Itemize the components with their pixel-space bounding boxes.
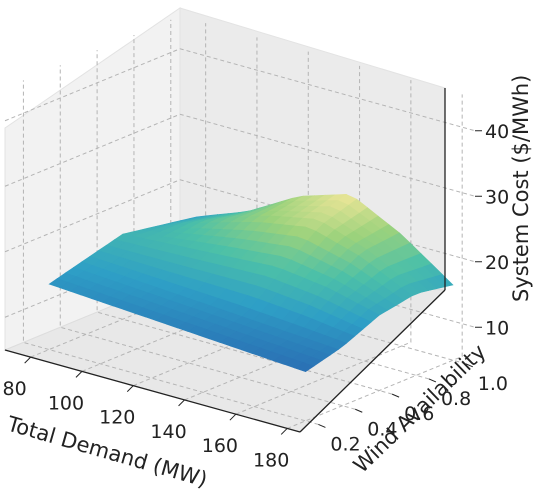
x-tick-mark (229, 413, 237, 421)
gridline-x (235, 80, 412, 415)
x-tick-label: 80 (3, 378, 27, 400)
gridline-z (4, 113, 476, 197)
z-tick-label: 40 (485, 121, 509, 143)
x-tick-mark (280, 428, 288, 435)
y-tick-mark (355, 408, 363, 413)
y-tick-mark (391, 393, 400, 398)
surface-mesh (48, 193, 454, 373)
z-axis-title: System Cost ($/MWh) (509, 75, 533, 302)
x-tick-mark (24, 356, 32, 364)
x-tick-label: 180 (253, 449, 289, 471)
y-tick-label: 0.4 (367, 418, 397, 440)
gridline-z (4, 48, 476, 132)
x-tick-label: 140 (150, 421, 186, 443)
y-tick-label: 0.2 (330, 433, 360, 455)
surface-facet (294, 362, 315, 373)
y-axis-line (299, 289, 446, 433)
z-tick-label: 30 (485, 186, 509, 208)
axis-lines (4, 88, 446, 433)
y-tick-mark (318, 423, 326, 428)
tick-marks (24, 130, 482, 435)
gridline-x (286, 94, 463, 429)
y-tick-mark (428, 378, 437, 383)
x-tick-mark (178, 399, 185, 407)
z-tick-label: 20 (485, 252, 509, 274)
x-tick-label: 100 (48, 392, 84, 414)
y-tick-label: 0.8 (441, 388, 471, 410)
tick-labels: 80 100 120 140 160 180 0.2 0.4 0.6 0.8 1.0 10 20 30 40 (3, 121, 510, 472)
y-tick-label: 0.6 (404, 403, 434, 425)
x-tick-mark (126, 385, 134, 393)
x-tick-label: 120 (99, 407, 135, 429)
x-axis-line (4, 349, 301, 433)
y-tick-label: 1.0 (478, 373, 508, 395)
z-tick-label: 10 (485, 317, 509, 339)
x-tick-label: 160 (202, 435, 238, 457)
y-tick-mark (465, 363, 473, 368)
x-tick-mark (75, 371, 83, 378)
